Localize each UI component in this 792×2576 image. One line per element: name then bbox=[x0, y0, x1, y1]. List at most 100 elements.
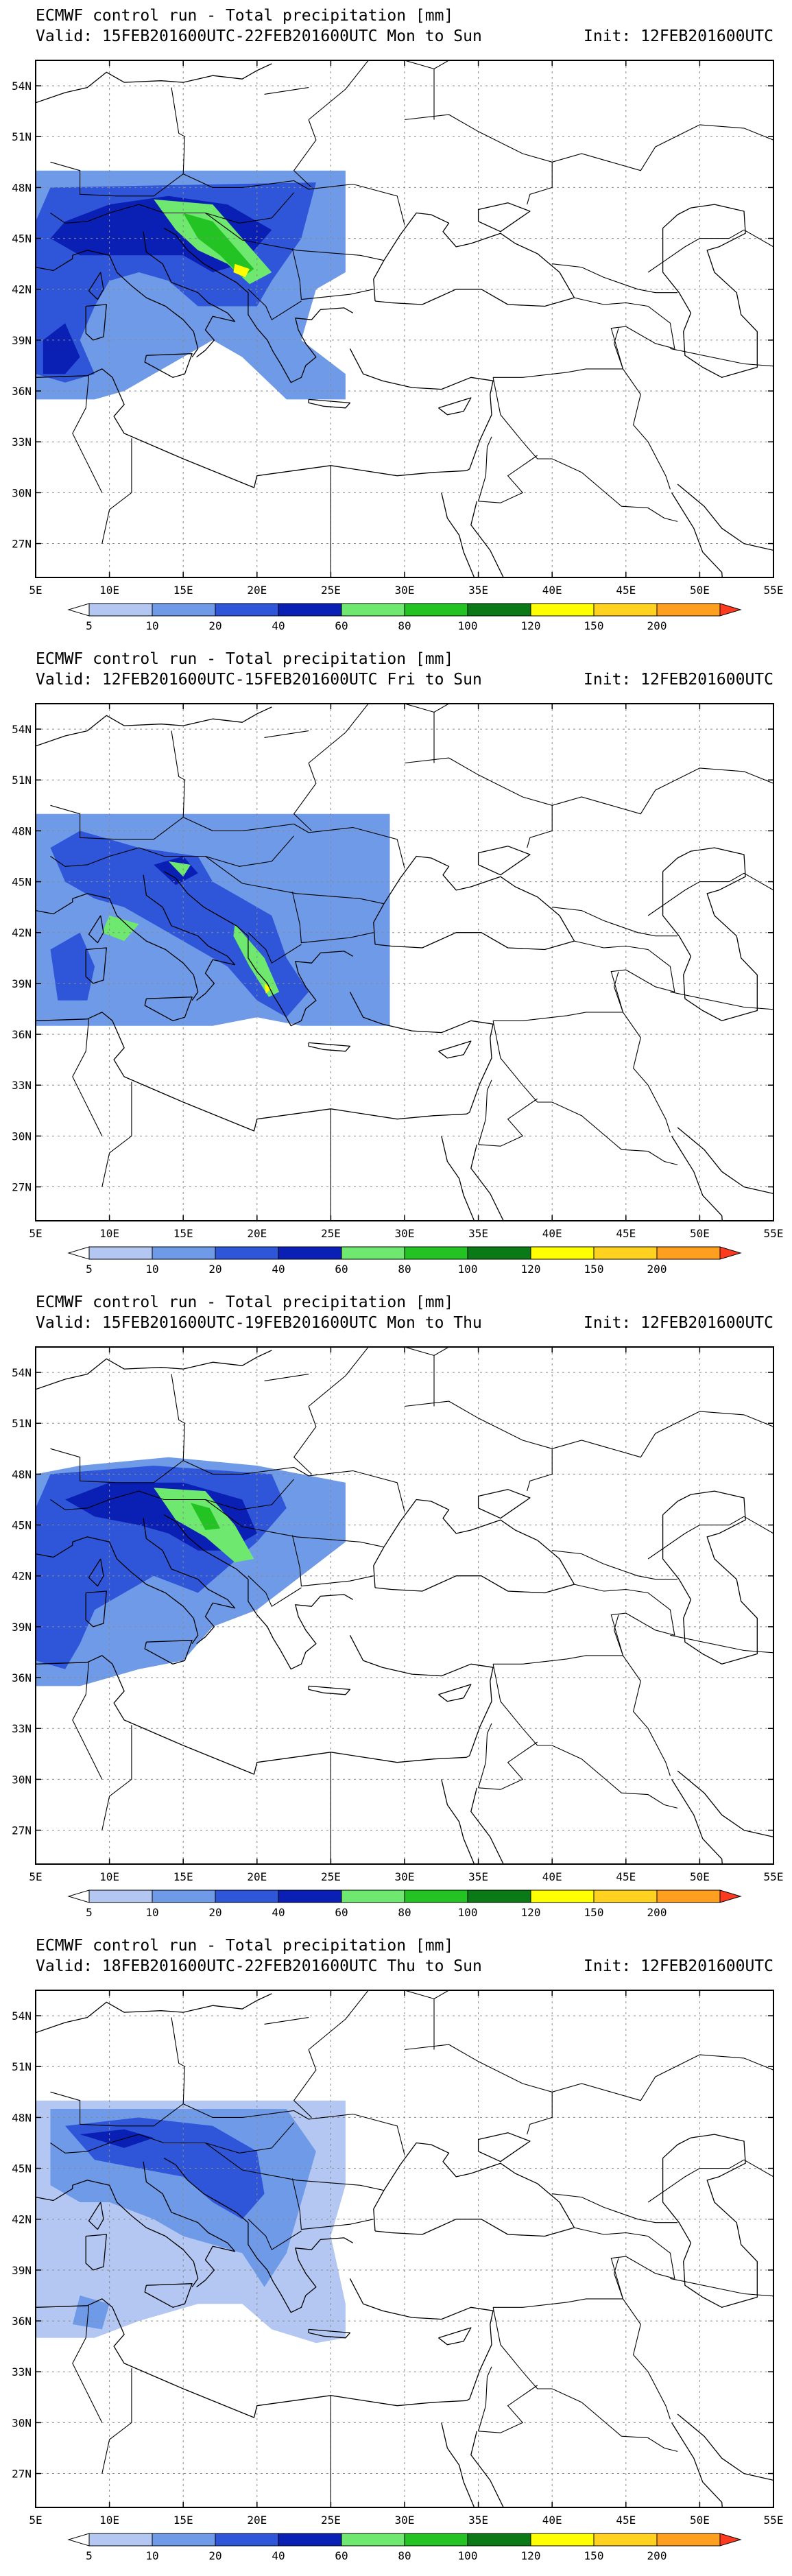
latitude-label: 45N bbox=[12, 2162, 32, 2175]
country-border bbox=[492, 2307, 678, 2452]
country-border bbox=[264, 87, 309, 95]
country-border bbox=[433, 1990, 450, 1999]
legend-label: 10 bbox=[145, 1263, 158, 1276]
country-border bbox=[291, 248, 374, 300]
map-panel-2: ECMWF control run - Total precipitation … bbox=[0, 643, 792, 1287]
map-title: ECMWF control run - Total precipitation … bbox=[36, 650, 453, 668]
legend-swatch bbox=[341, 1246, 405, 1260]
latitude-label: 30N bbox=[12, 1773, 32, 1786]
legend-swatch bbox=[530, 1246, 595, 1260]
longitude-label: 10E bbox=[99, 2514, 119, 2527]
country-border bbox=[248, 932, 302, 964]
latitude-label: 51N bbox=[12, 130, 32, 143]
coastline bbox=[85, 304, 107, 341]
legend-swatch bbox=[467, 1246, 531, 1260]
coastline bbox=[88, 2202, 104, 2230]
coastline bbox=[374, 2219, 575, 2237]
country-border bbox=[493, 1012, 623, 1021]
country-border bbox=[743, 229, 773, 248]
country-border bbox=[478, 455, 538, 503]
legend-label: 200 bbox=[647, 1263, 667, 1276]
precip-field bbox=[36, 1457, 346, 1686]
coastline bbox=[36, 1012, 467, 1132]
legend-swatch bbox=[530, 1889, 595, 1903]
country-border bbox=[614, 328, 624, 370]
country-border bbox=[623, 1655, 671, 1776]
country-border bbox=[205, 2143, 385, 2191]
country-borders bbox=[50, 704, 773, 1221]
country-border bbox=[670, 2278, 773, 2297]
precip-contour bbox=[191, 1503, 220, 1530]
country-border bbox=[670, 991, 773, 1010]
legend-label: 200 bbox=[647, 619, 667, 632]
country-border bbox=[492, 377, 678, 522]
legend-swatch bbox=[215, 603, 279, 617]
latitude-label: 39N bbox=[12, 977, 32, 990]
init-time: Init: 12FEB201600UTC bbox=[584, 1314, 773, 1332]
longitude-label: 20E bbox=[247, 1227, 267, 1240]
coastline bbox=[373, 212, 575, 302]
longitude-label: 5E bbox=[29, 584, 42, 597]
precip-map-svg: ECMWF control run - Total precipitation … bbox=[12, 650, 783, 1276]
legend-label: 40 bbox=[272, 2549, 285, 2562]
latitude-label: 42N bbox=[12, 283, 32, 296]
legend-swatch bbox=[656, 1889, 721, 1903]
map-title: ECMWF control run - Total precipitation … bbox=[36, 7, 453, 25]
coastline bbox=[677, 1127, 773, 1195]
coastline bbox=[438, 1040, 472, 1059]
coastline bbox=[470, 1144, 505, 1221]
country-border bbox=[264, 730, 309, 738]
legend-label: 80 bbox=[398, 1906, 411, 1919]
legend-swatch bbox=[593, 1246, 658, 1260]
legend-swatch bbox=[88, 1889, 153, 1903]
coastline bbox=[671, 2422, 773, 2507]
precip-contour bbox=[154, 856, 198, 885]
precip-legend: 5 10 20 40 60 80 100 120 150 200 bbox=[67, 1246, 742, 1276]
country-border bbox=[623, 1012, 671, 1133]
longitude-label: 5E bbox=[29, 1227, 42, 1240]
country-border bbox=[293, 119, 317, 188]
legend-label: 150 bbox=[584, 1263, 604, 1276]
coastline bbox=[349, 991, 494, 1114]
latitude-label: 30N bbox=[12, 2416, 32, 2429]
map-panel-4: ECMWF control run - Total precipitation … bbox=[0, 1930, 792, 2573]
country-border bbox=[50, 1448, 405, 1512]
legend-swatch bbox=[719, 1246, 742, 1260]
precip-contour bbox=[183, 213, 254, 278]
coastline bbox=[470, 501, 505, 577]
valid-period: Valid: 18FEB201600UTC-22FEB201600UTC Thu… bbox=[36, 1957, 482, 1975]
country-border bbox=[291, 892, 374, 944]
latitude-label: 27N bbox=[12, 538, 32, 551]
valid-period: Valid: 15FEB201600UTC-22FEB201600UTC Mon… bbox=[36, 27, 482, 45]
legend-label: 150 bbox=[584, 619, 604, 632]
country-borders bbox=[50, 60, 773, 577]
coastline bbox=[88, 1558, 104, 1587]
latitude-label: 33N bbox=[12, 2365, 32, 2378]
legend-swatch bbox=[88, 603, 153, 617]
legend-swatch bbox=[152, 2533, 216, 2547]
latitude-label: 48N bbox=[12, 2111, 32, 2124]
longitude-label: 15E bbox=[173, 584, 193, 597]
country-border bbox=[670, 1634, 773, 1654]
legend-swatch bbox=[215, 1889, 279, 1903]
country-border bbox=[101, 1725, 132, 1830]
latitude-label: 48N bbox=[12, 1468, 32, 1481]
longitude-label: 35E bbox=[468, 584, 488, 597]
country-border bbox=[293, 1406, 317, 1475]
longitude-label: 25E bbox=[321, 584, 341, 597]
coastline bbox=[662, 2134, 758, 2308]
precip-contour bbox=[264, 983, 272, 994]
coastline bbox=[677, 1770, 773, 1838]
country-borders bbox=[50, 1347, 773, 1864]
coastline bbox=[470, 1787, 505, 1864]
coastline bbox=[36, 898, 73, 915]
legend-label: 80 bbox=[398, 2549, 411, 2562]
country-border bbox=[743, 1516, 773, 1534]
legend-swatch bbox=[404, 603, 468, 617]
legend-label: 20 bbox=[208, 2549, 221, 2562]
legend-swatch bbox=[278, 603, 342, 617]
country-border bbox=[623, 2298, 671, 2420]
country-border bbox=[492, 1664, 678, 1809]
country-border bbox=[205, 213, 385, 261]
